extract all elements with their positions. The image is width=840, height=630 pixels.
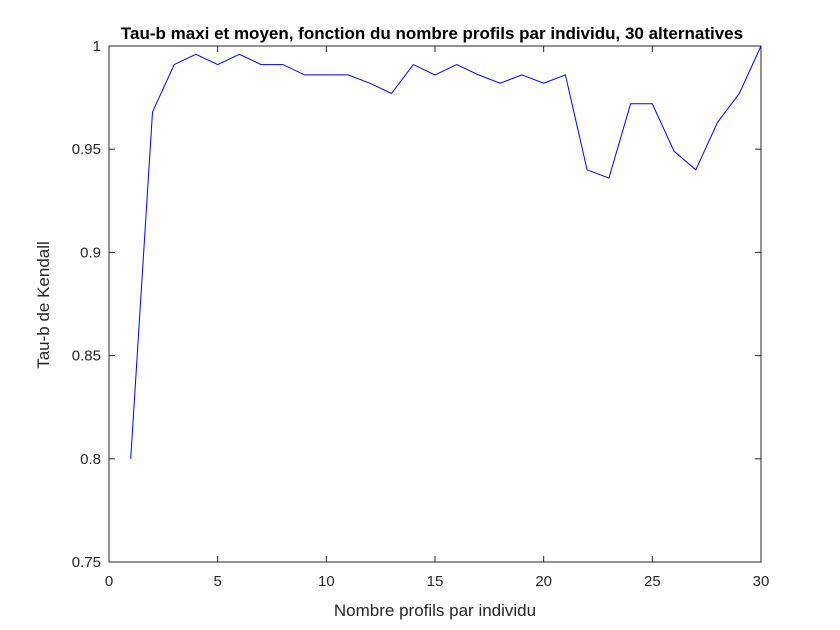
data-point xyxy=(282,64,284,66)
chart-title: Tau-b maxi et moyen, fonction du nombre … xyxy=(121,24,743,43)
data-point xyxy=(130,458,132,460)
data-point xyxy=(760,45,762,47)
data-point xyxy=(608,177,610,179)
y-tick-label: 0.95 xyxy=(72,141,101,158)
y-tick-label: 1 xyxy=(93,38,101,55)
data-point xyxy=(239,53,241,55)
data-point xyxy=(434,74,436,76)
data-point xyxy=(521,74,523,76)
data-point xyxy=(260,64,262,66)
y-tick-label: 0.9 xyxy=(80,244,101,261)
y-tick-label: 0.8 xyxy=(80,451,101,468)
data-point xyxy=(673,150,675,152)
plot-frame xyxy=(108,45,762,563)
x-tick-label: 0 xyxy=(105,573,113,590)
data-point xyxy=(586,169,588,171)
data-point xyxy=(304,74,306,76)
series-line xyxy=(130,45,762,459)
data-point xyxy=(652,103,654,105)
x-axis-label: Nombre profils par individu xyxy=(334,601,536,620)
data-point xyxy=(173,64,175,66)
data-point xyxy=(369,82,371,84)
data-point xyxy=(478,74,480,76)
data-point xyxy=(565,74,567,76)
x-tick-label: 20 xyxy=(535,573,552,590)
data-point xyxy=(499,82,501,84)
data-point xyxy=(412,64,414,66)
y-tick-label: 0.85 xyxy=(72,348,101,365)
data-point xyxy=(195,53,197,55)
data-point xyxy=(717,122,719,124)
data-point xyxy=(543,82,545,84)
data-point xyxy=(152,111,154,113)
data-point xyxy=(326,74,328,76)
data-point xyxy=(738,93,740,95)
data-point xyxy=(630,103,632,105)
x-tick-label: 10 xyxy=(318,573,335,590)
data-point xyxy=(695,169,697,171)
plot-area: 0 5 10 15 20 25 30 0.75 0.8 0.85 0.9 0.95 1 xyxy=(72,38,770,590)
x-tick-label: 25 xyxy=(644,573,661,590)
data-point xyxy=(391,93,393,95)
y-axis-label: Tau-b de Kendall xyxy=(34,241,53,369)
y-tick-label: 0.75 xyxy=(72,554,101,571)
x-tick-label: 15 xyxy=(427,573,444,590)
data-point xyxy=(217,64,219,66)
data-point xyxy=(347,74,349,76)
x-tick-label: 30 xyxy=(753,573,770,590)
data-point xyxy=(456,64,458,66)
x-tick-label: 5 xyxy=(213,573,221,590)
